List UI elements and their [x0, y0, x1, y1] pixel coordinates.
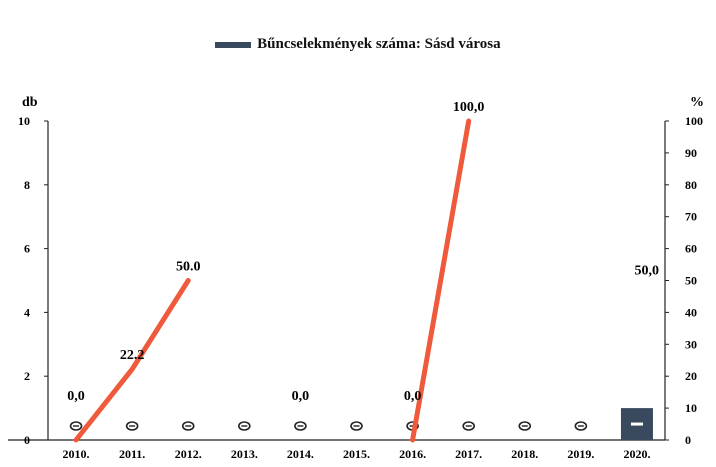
legend: Bűncselekmények száma: Sásd városa [0, 36, 716, 53]
x-tick-label: 2020. [623, 447, 650, 461]
right-tick-label: 70 [685, 210, 697, 224]
data-label: 100,0 [453, 100, 485, 115]
left-tick-label: 6 [24, 242, 30, 256]
right-tick-label: 80 [685, 178, 697, 192]
right-tick-label: 10 [685, 401, 697, 415]
data-label: 0,0 [67, 389, 85, 404]
right-tick-label: 50 [685, 274, 697, 288]
right-axis-title: % [690, 95, 704, 110]
line-series-segment [73, 278, 191, 443]
legend-swatch [215, 41, 252, 48]
data-label: 0,0 [292, 389, 310, 404]
x-tick-label: 2019. [567, 447, 594, 461]
right-tick-label: 100 [685, 114, 703, 128]
right-tick-label: 20 [685, 369, 697, 383]
x-tick-label: 2014. [287, 447, 314, 461]
right-tick-label: 0 [685, 433, 691, 447]
left-tick-label: 10 [18, 114, 30, 128]
x-tick-label: 2017. [455, 447, 482, 461]
data-label: 50,0 [635, 264, 660, 279]
legend-label: Bűncselekmények száma: Sásd városa [257, 36, 501, 53]
line-series-segment [410, 118, 472, 443]
right-tick-label: 40 [685, 305, 697, 319]
x-tick-label: 2016. [399, 447, 426, 461]
data-label: 50.0 [176, 260, 201, 275]
left-axis-title: db [22, 95, 38, 110]
x-tick-label: 2018. [511, 447, 538, 461]
x-tick-label: 2015. [343, 447, 370, 461]
left-tick-label: 4 [24, 305, 30, 319]
right-tick-label: 90 [685, 146, 697, 160]
x-tick-label: 2011. [119, 447, 145, 461]
bar-inner-dash [630, 422, 643, 426]
x-tick-label: 2013. [231, 447, 258, 461]
x-tick-label: 2012. [175, 447, 202, 461]
right-tick-label: 30 [685, 337, 697, 351]
left-tick-label: 8 [24, 178, 30, 192]
data-label: 0,0 [404, 389, 422, 404]
x-tick-label: 2010. [63, 447, 90, 461]
data-label: 22.2 [120, 348, 145, 363]
left-tick-label: 2 [24, 369, 30, 383]
left-tick-label: 0 [24, 433, 30, 447]
right-tick-label: 60 [685, 242, 697, 256]
